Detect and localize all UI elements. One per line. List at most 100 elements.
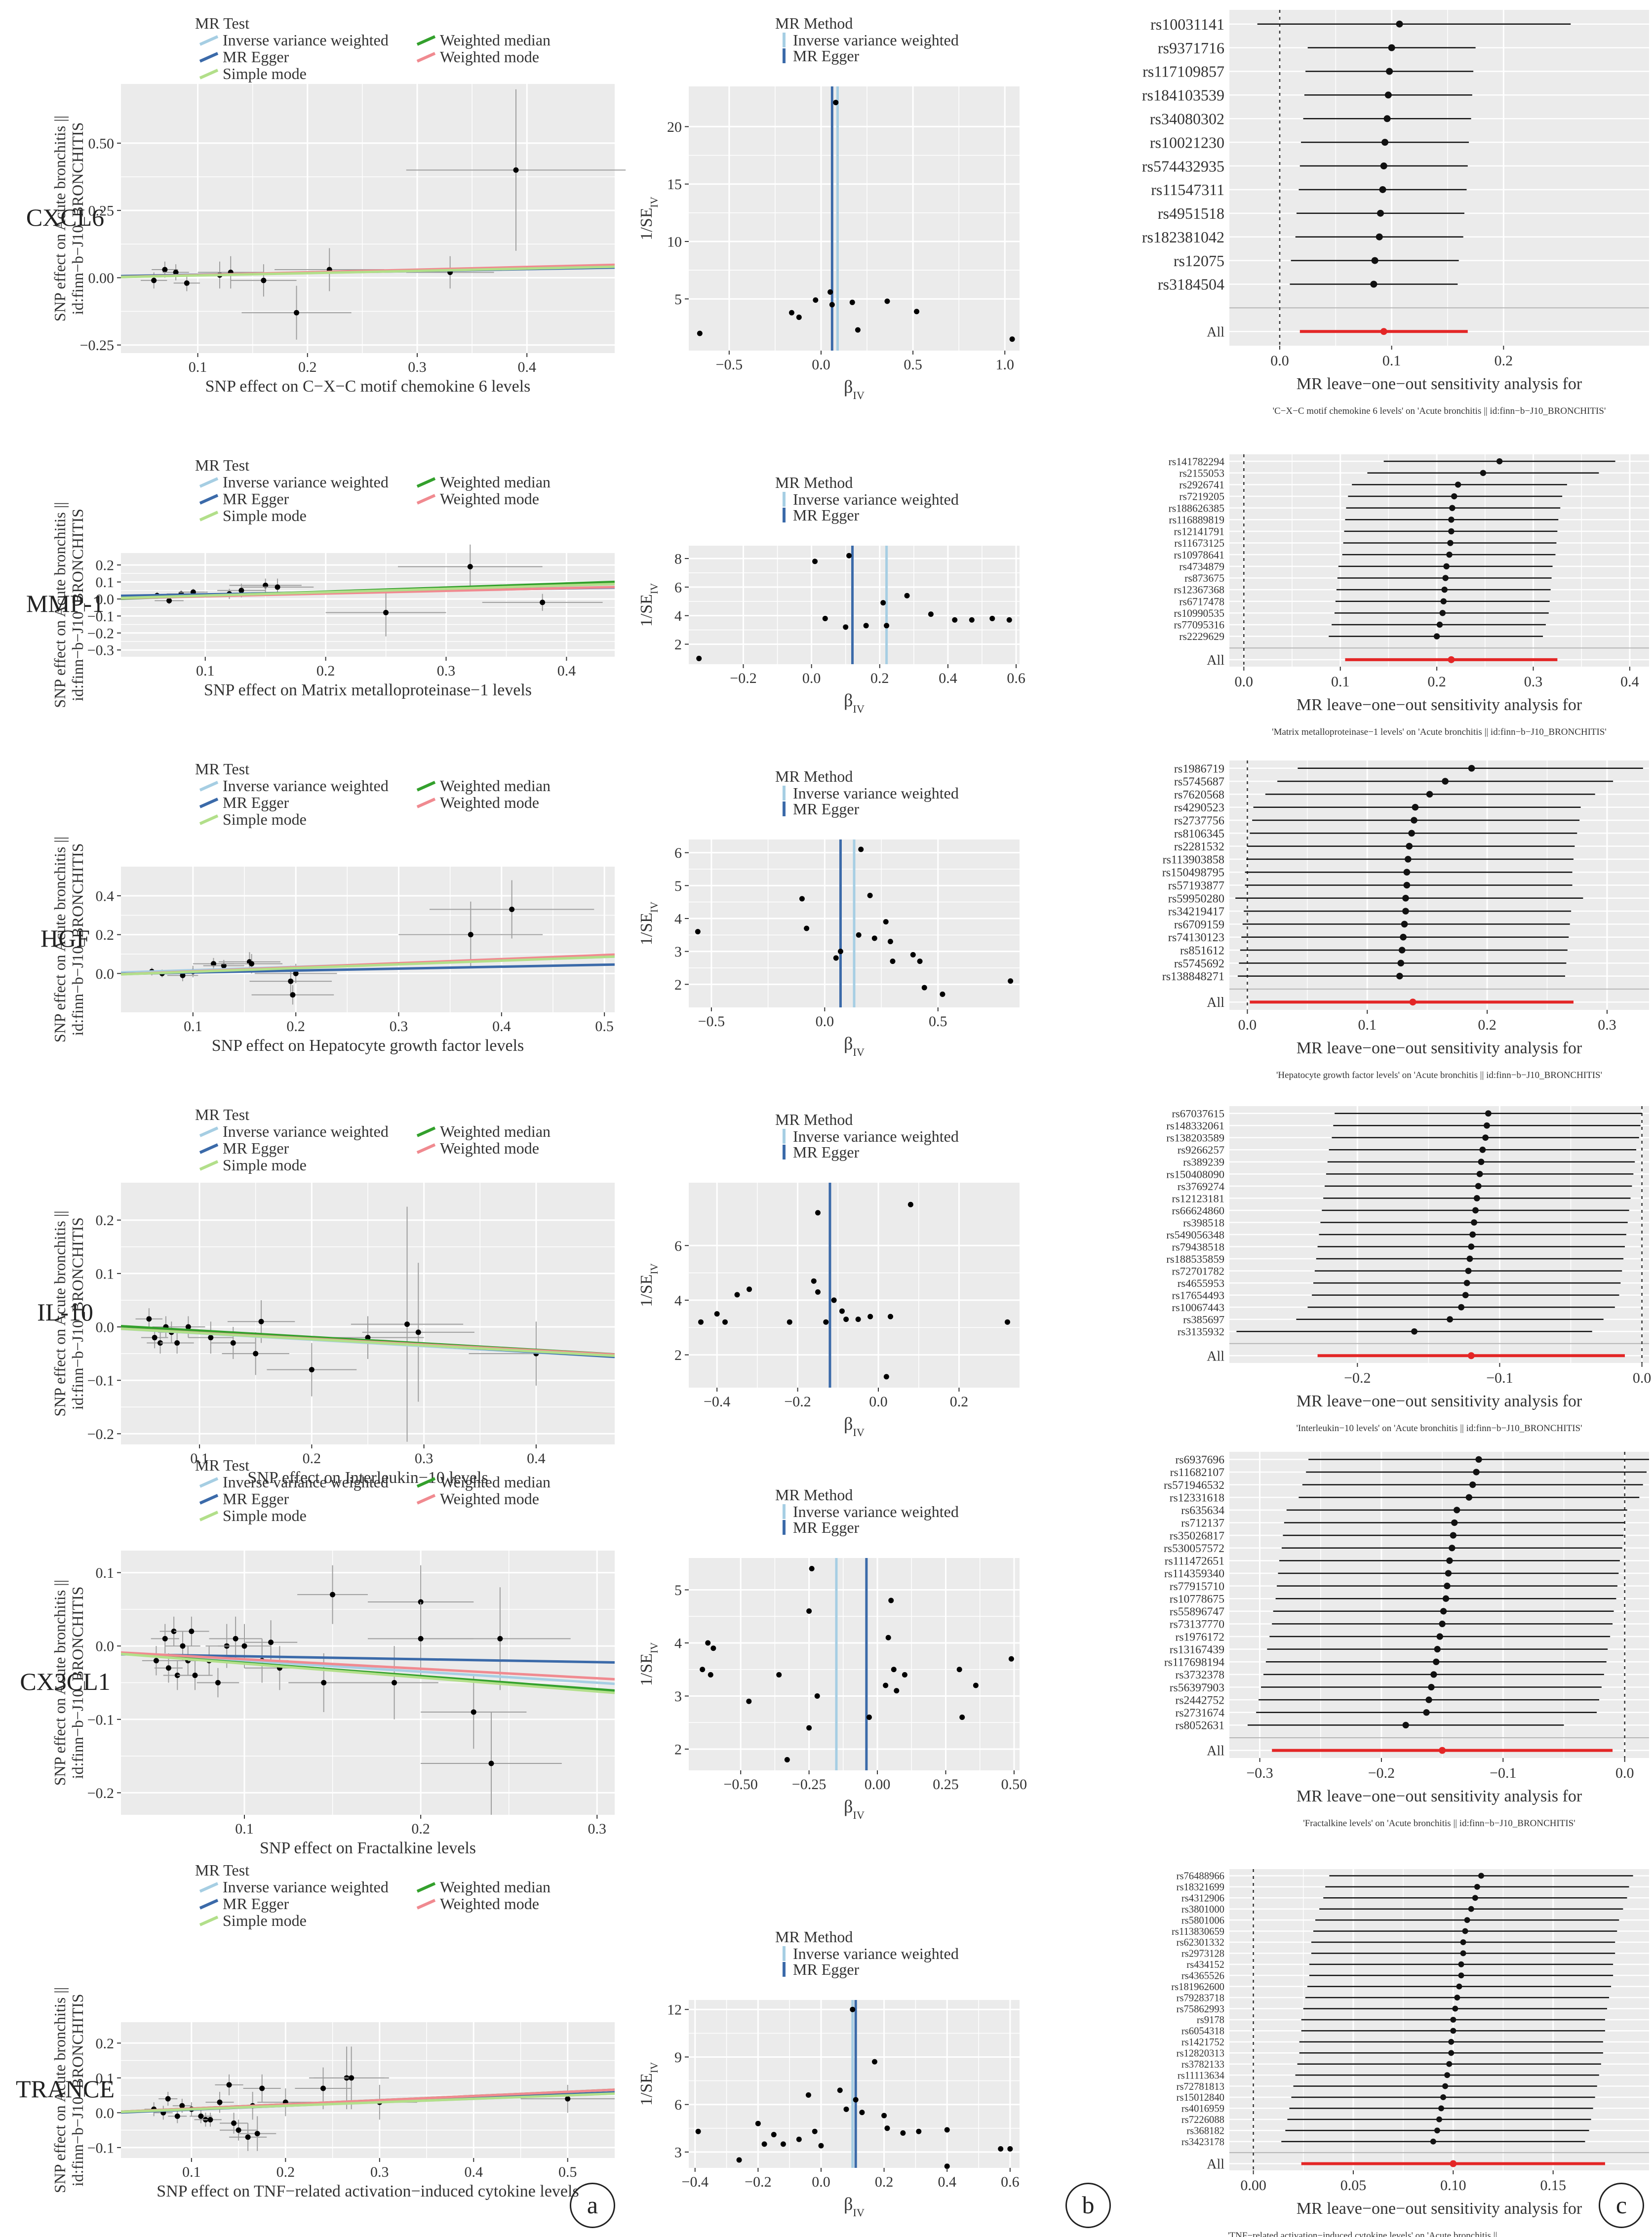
loo-point xyxy=(1405,856,1412,863)
loo-snp-label: rs4365526 xyxy=(1181,1971,1224,1982)
loo-snp-label: rs574432935 xyxy=(1142,157,1224,175)
scatter-point xyxy=(174,1340,180,1346)
loo-snp-label: rs181962600 xyxy=(1171,1982,1224,1993)
legend-item-label: Simple mode xyxy=(223,810,307,828)
legend-item-label: MR Egger xyxy=(223,48,289,66)
legend-item-label: MR Egger xyxy=(223,1490,289,1508)
funnel-point xyxy=(806,1608,812,1614)
loo-point xyxy=(1465,1268,1472,1274)
funnel-point xyxy=(921,985,927,991)
loo-point xyxy=(1475,1456,1482,1463)
loo-snp-label: rs138203589 xyxy=(1166,1132,1224,1144)
row-cxcl6-funnel-xtick-label: −0.5 xyxy=(716,357,743,373)
loo-point xyxy=(1433,633,1440,639)
row-mmp-1-funnel-xtick-label: 0.2 xyxy=(870,670,889,686)
legend-swatch xyxy=(416,1494,436,1505)
row-mmp-1-funnel-xlabel: βIV xyxy=(844,690,865,715)
loo-snp-label: rs2442752 xyxy=(1176,1694,1225,1707)
loo-point xyxy=(1396,972,1403,980)
legend-swatch xyxy=(199,1126,219,1137)
loo-snp-label: rs79438518 xyxy=(1172,1240,1224,1253)
loo-snp-label: rs1976172 xyxy=(1176,1631,1225,1643)
row-trance-loo-xtick-label: 0.05 xyxy=(1340,2177,1367,2194)
row-hgf-loo-xtick-label: 0.0 xyxy=(1238,1017,1257,1033)
loo-point xyxy=(1449,505,1455,511)
funnel-point xyxy=(806,1725,812,1731)
legend-item-label: Weighted mode xyxy=(440,1139,539,1157)
legend-item-label: MR Egger xyxy=(793,1518,860,1536)
row-hgf-svg: 0.1 0.2 0.3 0.4 0.5 0.0 0.2 0.4 SNP effect on He… xyxy=(51,760,1649,1080)
row-il-10-funnel-ytick-label: 2 xyxy=(674,1347,682,1363)
legend-item-label: MR Egger xyxy=(793,800,860,818)
funnel-point xyxy=(956,1667,962,1673)
funnel-point xyxy=(849,299,855,305)
loo-point xyxy=(1469,1481,1476,1488)
row-hgf-scatter-ytick-label: 0.4 xyxy=(96,888,115,905)
row-cxcl6-funnel-ytick-label: 5 xyxy=(674,291,682,308)
funnel-point xyxy=(884,2125,890,2131)
loo-snp-label: rs182381042 xyxy=(1142,228,1224,246)
row-cxcl6-scatter-xtick-label: 0.4 xyxy=(517,359,536,375)
row-trance-scatter-background xyxy=(121,2022,615,2158)
row-il-10-loo-xlabel: MR leave−one−out sensitivity analysis fo… xyxy=(1297,1392,1582,1410)
legend-item-label: Weighted mode xyxy=(440,490,539,508)
row-mmp-1-scatter-xtick-label: 0.3 xyxy=(437,663,456,679)
loo-point xyxy=(1384,91,1392,99)
legend-item-label: MR Egger xyxy=(793,1960,860,1978)
loo-point xyxy=(1454,1507,1460,1514)
funnel-point xyxy=(904,593,910,599)
funnel-point xyxy=(855,327,861,333)
row-cx3cl1-scatter-ylabel: SNP effect on Acute bronchitis ||id:finn… xyxy=(51,1580,86,1786)
row-hgf-scatter-xtick-label: 0.4 xyxy=(492,1018,511,1035)
loo-snp-label: rs116889819 xyxy=(1169,514,1224,526)
loo-snp-label: rs3782133 xyxy=(1181,2059,1224,2070)
row-mmp-1-funnel-xtick-label: −0.2 xyxy=(730,670,756,686)
scatter-point xyxy=(565,2096,571,2102)
loo-point xyxy=(1468,764,1475,772)
row-il-10-funnel-background xyxy=(689,1183,1020,1388)
funnel-point xyxy=(1004,1319,1010,1325)
scatter-point xyxy=(238,588,244,594)
legend-swatch xyxy=(416,1899,436,1910)
legend-item-label: Weighted median xyxy=(440,473,551,491)
loo-snp-label: rs141782294 xyxy=(1169,456,1225,468)
loo-snp-label: rs2731674 xyxy=(1176,1707,1225,1719)
loo-snp-label: rs72701782 xyxy=(1172,1265,1224,1277)
row-cx3cl1-funnel-grid xyxy=(689,1558,1020,1770)
legend-item-label: Inverse variance weighted xyxy=(223,473,389,491)
funnel-point xyxy=(846,553,852,559)
legend-item-label: MR Egger xyxy=(793,506,860,524)
row-cx3cl1-loo-all-point xyxy=(1439,1747,1446,1754)
loo-point xyxy=(1468,1906,1474,1912)
legend-swatch xyxy=(199,477,219,488)
loo-snp-label: rs3769274 xyxy=(1178,1180,1224,1193)
row-cxcl6-scatter-points xyxy=(141,89,626,340)
funnel-point xyxy=(998,2146,1004,2152)
loo-snp-label: rs59950280 xyxy=(1168,892,1224,905)
loo-point xyxy=(1425,1696,1432,1703)
legend-swatch xyxy=(199,798,219,808)
row-hgf-loo-xtick-label: 0.2 xyxy=(1478,1017,1496,1033)
loo-point xyxy=(1386,68,1393,75)
row-cx3cl1-scatter-points xyxy=(142,1565,571,1815)
legend-item-label: Simple mode xyxy=(223,1507,307,1524)
legend-item-label: Inverse variance weighted xyxy=(793,1945,959,1962)
loo-point xyxy=(1455,481,1461,488)
row-mmp-1-funnel-xtick-label: 0.6 xyxy=(1007,670,1025,686)
funnel-point xyxy=(805,2092,811,2098)
loo-point xyxy=(1448,2038,1455,2045)
loo-snp-label: rs117109857 xyxy=(1142,63,1224,80)
funnel-point xyxy=(863,623,869,629)
loo-point xyxy=(1471,1219,1477,1226)
row-mmp-1-funnel-points xyxy=(696,553,1012,661)
loo-point xyxy=(1383,115,1391,122)
row-cxcl6-loo-xtick-label: 0.0 xyxy=(1270,353,1289,369)
row-cx3cl1-loo-xlabel: MR leave−one−out sensitivity analysis fo… xyxy=(1297,1787,1582,1805)
loo-point xyxy=(1448,2050,1455,2056)
legend-title: MR Test xyxy=(195,760,249,778)
loo-snp-label: rs77095316 xyxy=(1174,619,1224,631)
row-il-10-loo-xtick-label: −0.1 xyxy=(1486,1370,1513,1386)
